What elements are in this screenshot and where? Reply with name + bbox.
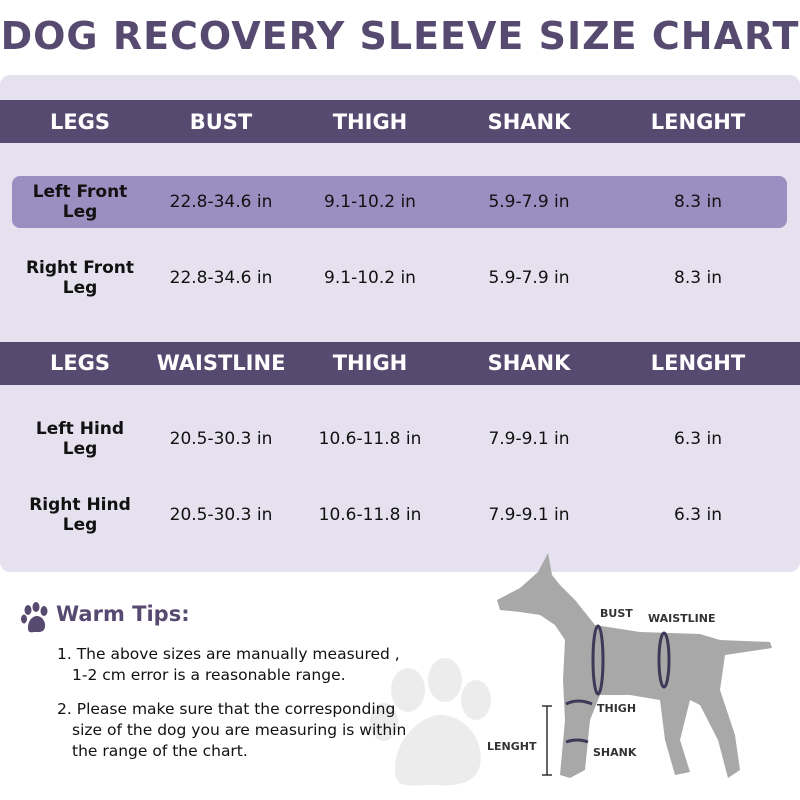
panel <box>0 75 800 572</box>
header-cell: WAISTLINE <box>156 351 286 375</box>
size-cell: 6.3 in <box>674 505 722 525</box>
paw-icon <box>21 602 48 633</box>
size-cell: 10.6-11.8 in <box>318 505 422 525</box>
size-cell: 5.9-7.9 in <box>488 268 570 288</box>
diagram-label: WAISTLINE <box>648 612 716 625</box>
header-band <box>0 100 800 143</box>
size-cell: 8.3 in <box>674 268 722 288</box>
tip-line: 2. Please make sure that the correspondi… <box>57 700 396 718</box>
size-cell: 6.3 in <box>674 429 722 449</box>
leg-name: Right Hind Leg <box>29 495 131 535</box>
measure-straps <box>565 624 671 744</box>
header-cell: BUST <box>189 110 253 134</box>
dog-silhouette <box>497 553 772 778</box>
size-cell: 9.1-10.2 in <box>324 268 416 288</box>
diagram-label: LENGHT <box>487 740 537 753</box>
size-cell: 9.1-10.2 in <box>324 192 416 212</box>
size-cell: 10.6-11.8 in <box>318 429 422 449</box>
tip-line: size of the dog you are measuring is wit… <box>72 721 407 739</box>
diagram-label: THIGH <box>597 702 636 715</box>
size-cell: 20.5-30.3 in <box>169 429 273 449</box>
tips-title: Warm Tips: <box>56 602 190 626</box>
title: DOG RECOVERY SLEEVE SIZE CHART <box>0 14 800 58</box>
header-cell: LENGHT <box>650 110 746 134</box>
size-cell: 22.8-34.6 in <box>169 268 273 288</box>
header-cell: LENGHT <box>650 351 746 375</box>
highlight-row <box>12 176 787 228</box>
header-cell: LEGS <box>49 351 111 375</box>
leg-name: Right Front Leg <box>25 258 135 298</box>
header-cell: THIGH <box>332 351 408 375</box>
paw-watermark <box>370 658 491 786</box>
size-cell: 22.8-34.6 in <box>169 192 273 212</box>
size-cell: 7.9-9.1 in <box>488 505 570 525</box>
size-cell: 8.3 in <box>674 192 722 212</box>
header-band <box>0 342 800 385</box>
header-cell: THIGH <box>332 110 408 134</box>
leg-name: Left Hind Leg <box>35 419 125 459</box>
tip-line: the range of the chart. <box>72 742 248 760</box>
diagram-label: BUST <box>600 607 633 620</box>
size-cell: 5.9-7.9 in <box>488 192 570 212</box>
header-cell: SHANK <box>487 351 571 375</box>
tip-line: 1. The above sizes are manually measured… <box>57 645 400 663</box>
size-cell: 7.9-9.1 in <box>488 429 570 449</box>
size-cell: 20.5-30.3 in <box>169 505 273 525</box>
leg-name: Left Front Leg <box>32 182 128 222</box>
header-cell: LEGS <box>49 110 111 134</box>
length-bracket <box>542 705 552 776</box>
diagram-label: SHANK <box>593 746 637 759</box>
header-cell: SHANK <box>487 110 571 134</box>
tip-line: 1-2 cm error is a reasonable range. <box>72 666 346 684</box>
